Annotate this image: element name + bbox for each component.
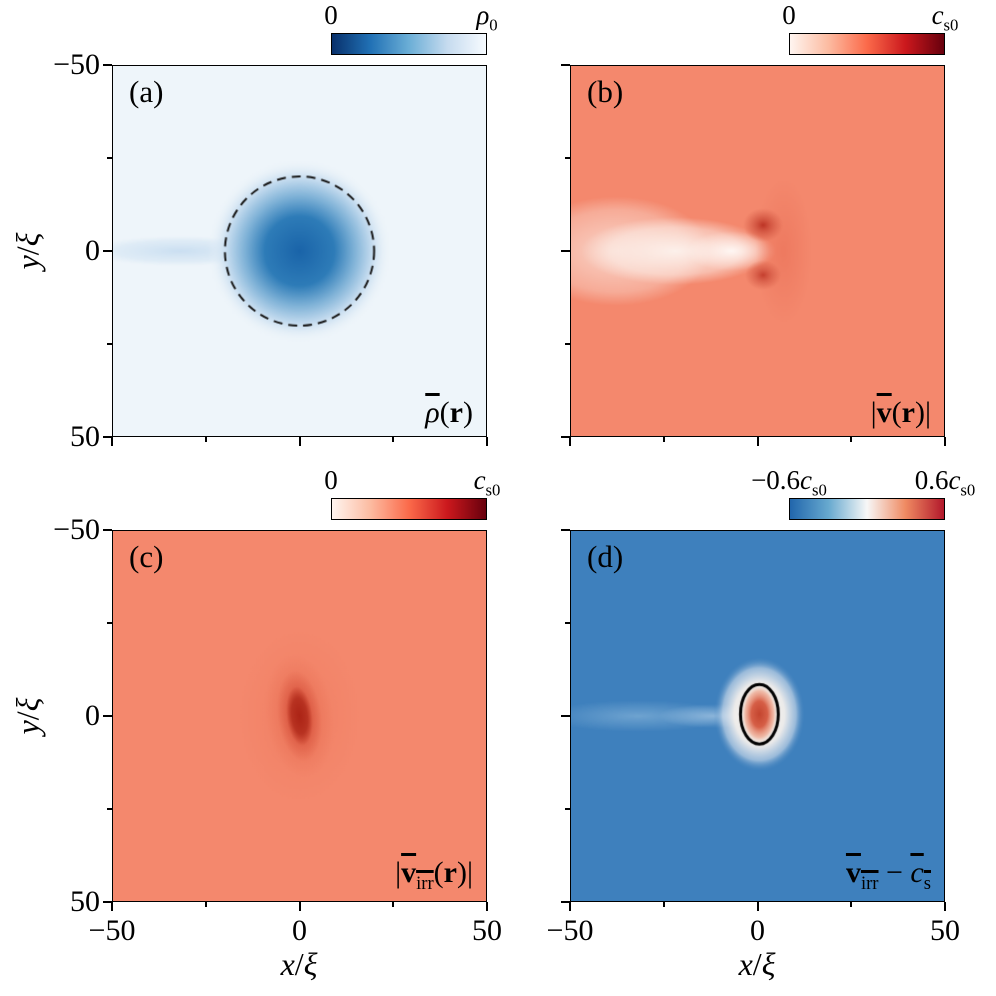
axis-tick [944,437,946,446]
heatmap-c-canvas [113,531,486,901]
axis-tick [850,902,853,907]
axis-tick [103,901,112,903]
panel-a-density: (a) ρ(r) −50 0 50 [53,48,488,453]
axis-tick [107,622,112,624]
axis-tick [103,529,112,531]
panel-a-quantity-label: ρ(r) [425,396,473,429]
y-tick-label: 50 [70,885,100,918]
y-axis-label-bottom: y/ξ [9,697,46,735]
colorbar-a-min-label: 0 [324,0,338,30]
axis-tick [103,715,112,717]
axis-tick [561,64,570,66]
heatmap-d-canvas [571,531,944,901]
axis-tick [486,902,488,911]
panel-b-letter: (b) [587,74,624,109]
colorbar-d: −0.6cs0 0.6cs0 [751,465,975,520]
axis-tick [298,902,301,911]
axis-tick [103,250,112,252]
colorbar-c: 0 cs0 [324,465,500,520]
axis-tick [103,436,112,438]
colorbar-b: 0 cs0 [782,0,958,55]
heatmap-b-canvas [571,66,944,436]
axis-tick [107,808,112,810]
axis-tick [111,902,113,911]
colorbar-a: 0 ρ0 [324,0,498,55]
axis-tick [107,343,112,345]
axis-tick [392,902,395,907]
x-axis-label-left: x/ξ [280,946,318,982]
x-tick-label: 0 [750,914,765,947]
axis-tick [756,437,759,446]
panel-d-letter: (d) [587,539,624,574]
axis-tick [569,437,571,446]
y-tick-label: 50 [70,420,100,453]
y-tick-label: 0 [85,699,100,732]
axis-tick [204,902,207,907]
colorbar-a-gradient [331,33,487,55]
colorbar-d-gradient [789,498,945,520]
x-tick-label: 50 [930,914,960,947]
panel-d-quantity-label: virr − cs [845,856,931,894]
colorbar-c-min-label: 0 [324,465,338,495]
y-tick-label: −50 [53,513,100,546]
y-tick-label: −50 [53,48,100,81]
colorbar-b-min-label: 0 [782,0,796,30]
heatmap-d: (d) virr − cs [570,530,945,902]
axis-tick [662,902,665,907]
axis-tick [565,622,570,624]
colorbar-d-min-label: −0.6cs0 [751,465,827,500]
axis-tick [486,437,488,446]
panel-b-velocity: (b) |v(r)| [561,64,946,446]
axis-tick [662,437,665,442]
axis-tick [392,437,395,442]
axis-tick [756,902,759,911]
axis-tick [107,157,112,159]
colorbar-c-max-label: cs0 [473,465,501,500]
axis-tick [565,343,570,345]
panel-c-irrotational-velocity: (c) |virr(r)| −50 0 50 −50 0 50 [53,513,502,947]
heatmap-c: (c) |virr(r)| [112,530,487,902]
axis-tick [944,902,946,911]
axis-tick [561,436,570,438]
panel-a-letter: (a) [129,74,164,109]
heatmap-a: (a) ρ(r) [112,65,487,437]
axis-tick [111,437,113,446]
y-axis-label-top: y/ξ [9,232,46,270]
axis-tick [103,64,112,66]
axis-tick [204,437,207,442]
panel-d-mach-criterion: (d) virr − cs −50 0 50 [547,529,960,947]
axis-tick [561,250,570,252]
x-tick-label: −50 [88,914,136,947]
axis-tick [565,808,570,810]
x-tick-label: −50 [546,914,594,947]
axis-tick [850,437,853,442]
panel-c-letter: (c) [129,539,164,574]
axis-tick [561,715,570,717]
x-tick-label: 0 [292,914,307,947]
colorbar-c-gradient [331,498,487,520]
colorbar-d-max-label: 0.6cs0 [914,465,976,500]
colorbar-b-max-label: cs0 [931,0,959,35]
axis-tick [561,901,570,903]
x-axis-label-right: x/ξ [738,946,776,982]
colorbar-a-max-label: ρ0 [476,0,498,35]
colorbar-b-gradient [789,33,945,55]
axis-tick [561,529,570,531]
axis-tick [565,157,570,159]
panel-c-quantity-label: |virr(r)| [395,856,473,894]
heatmap-b: (b) |v(r)| [570,65,945,437]
heatmap-a-canvas [113,66,486,436]
panel-b-quantity-label: |v(r)| [870,396,931,429]
x-tick-label: 50 [472,914,502,947]
axis-tick [298,437,301,446]
y-tick-label: 0 [85,234,100,267]
axis-tick [569,902,571,911]
